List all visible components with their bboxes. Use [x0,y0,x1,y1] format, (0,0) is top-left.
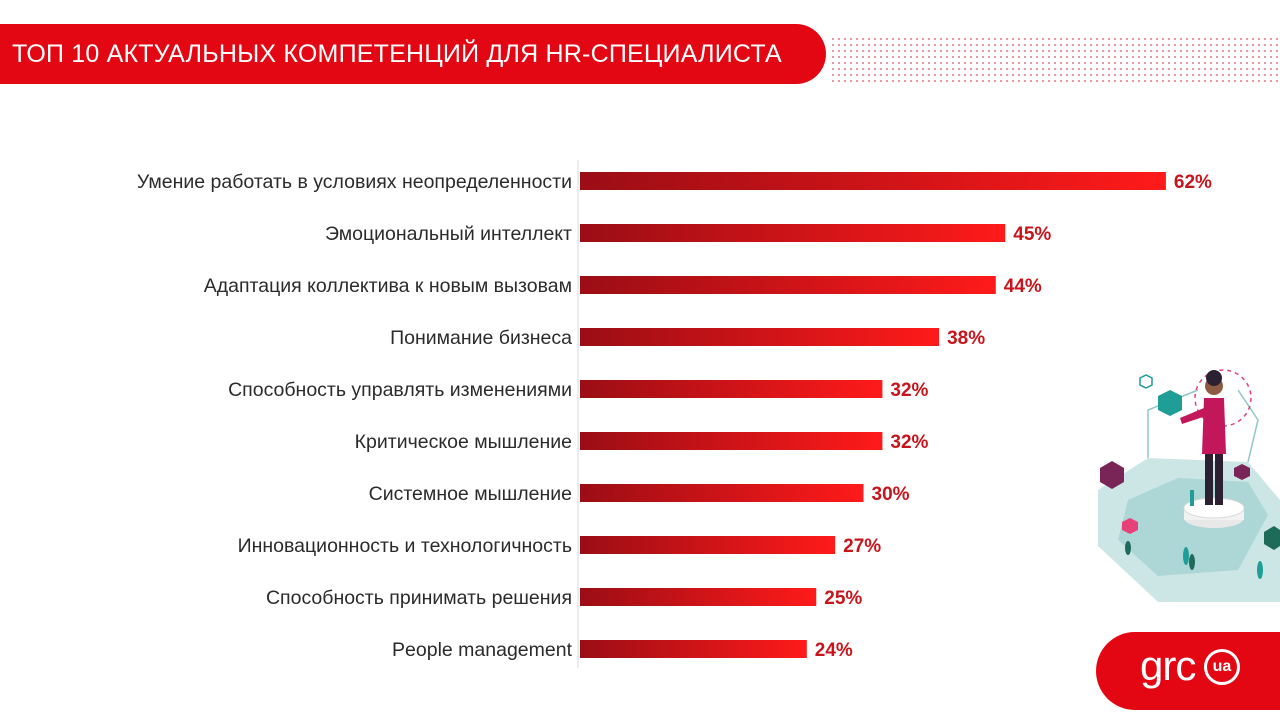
bar [580,588,817,606]
value-label: 44% [1004,276,1042,297]
bar [580,276,996,294]
bar [580,484,864,502]
logo-text: grc [1140,642,1196,689]
bar [580,328,940,346]
people-illustration [1098,369,1280,602]
bar [580,536,836,554]
value-label: 24% [815,640,853,661]
bar [580,432,883,450]
value-label: 62% [1174,172,1212,193]
category-label: Критическое мышление [355,431,572,453]
category-label: Адаптация коллектива к новым вызовам [204,275,572,297]
category-label: Способность управлять изменениями [228,379,572,401]
grc-logo: grc ua [1096,632,1280,710]
value-label: 30% [872,484,910,505]
value-label: 32% [890,380,928,401]
page-title: ТОП 10 АКТУАЛЬНЫХ КОМПЕТЕНЦИЙ ДЛЯ HR-СПЕ… [12,39,782,68]
category-label: Понимание бизнеса [390,327,572,349]
bar [580,380,883,398]
bar [580,172,1166,190]
value-label: 25% [824,588,862,609]
category-label: Инновационность и технологичность [238,535,572,557]
category-label: Эмоциональный интеллект [325,223,572,245]
category-label: Системное мышление [369,483,572,505]
dot-pattern-decoration [830,36,1280,82]
value-label: 38% [947,328,985,349]
value-label: 27% [843,536,881,557]
bar [580,224,1006,242]
bars-group: Умение работать в условиях неопределенно… [137,171,1212,661]
bar [580,640,807,658]
value-label: 45% [1013,224,1051,245]
value-label: 32% [890,432,928,453]
category-label: Умение работать в условиях неопределенно… [137,171,572,193]
logo-badge: ua [1204,649,1240,685]
category-label: People management [392,639,573,661]
title-banner: ТОП 10 АКТУАЛЬНЫХ КОМПЕТЕНЦИЙ ДЛЯ HR-СПЕ… [0,24,826,84]
category-label: Способность принимать решения [266,587,572,609]
